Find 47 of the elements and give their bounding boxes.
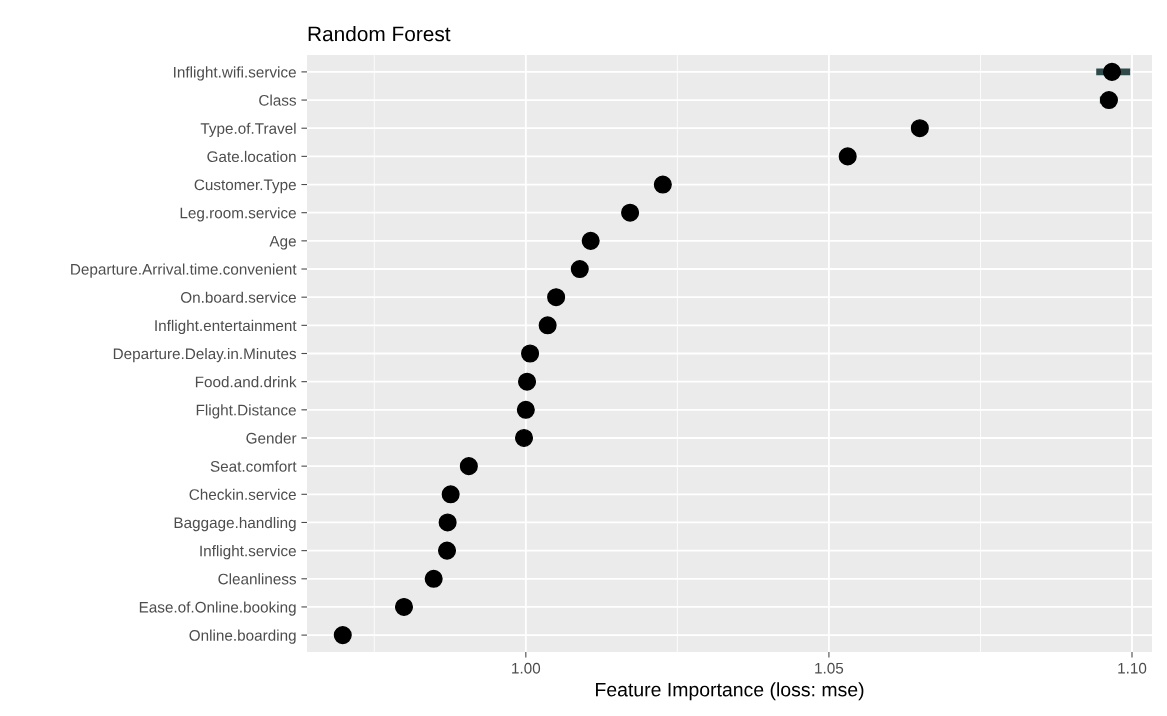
point [516,400,535,419]
point [333,626,352,645]
point [547,288,566,307]
y-tick-label: Online.boarding [189,629,296,644]
point [521,344,540,363]
point [394,597,414,616]
y-tick-label: Food.and.drink [195,376,297,388]
point [653,175,672,194]
x-tick-label: 1.05 [815,662,844,674]
y-tick-label: Checkin.service [189,488,296,500]
y-tick-label: Baggage.handling [174,516,296,532]
point [437,541,457,560]
point [1102,62,1122,81]
y-tick-label: Flight.Distance [196,404,296,419]
y-tick-label: Seat.comfort [210,460,297,472]
point [1099,91,1118,110]
y-tick-label: On.board.service [180,291,296,303]
point [570,259,589,279]
point [438,513,457,532]
y-tick-label: Age [269,235,296,250]
y-tick-label: Ease.of.Online.booking [139,601,296,616]
y-tick-label: Leg.room.service [180,207,296,222]
y-tick-label: Gender [246,432,297,444]
y-tick-label: Class [259,94,297,106]
x-tick-label: 1.00 [512,662,541,674]
point [581,231,600,250]
y-tick-label: Cleanliness [218,573,297,585]
point [459,457,478,476]
y-tick-label: Inflight.entertainment [155,319,297,335]
y-tick-label: Customer.Type [194,179,296,194]
y-tick-label: Gate.location [207,150,296,163]
point [518,372,537,391]
point [910,119,929,138]
point [424,569,443,588]
point [514,428,534,448]
y-tick-label: Departure.Delay.in.Minutes [113,347,297,363]
point [441,485,460,504]
x-axis-title: Feature Importance (loss: mse) [596,682,864,701]
point [621,203,640,222]
point [538,316,557,335]
y-tick-label: Inflight.service [200,545,296,560]
y-tick-label: Type.of.Travel [200,122,296,137]
y-tick-label: Inflight.wifi.service [174,66,296,81]
y-tick-label: Departure.Arrival.time.convenient [71,263,297,278]
chart-title: Random Forest [308,26,451,42]
point [838,147,857,166]
x-tick-label: 1.10 [1118,662,1147,674]
